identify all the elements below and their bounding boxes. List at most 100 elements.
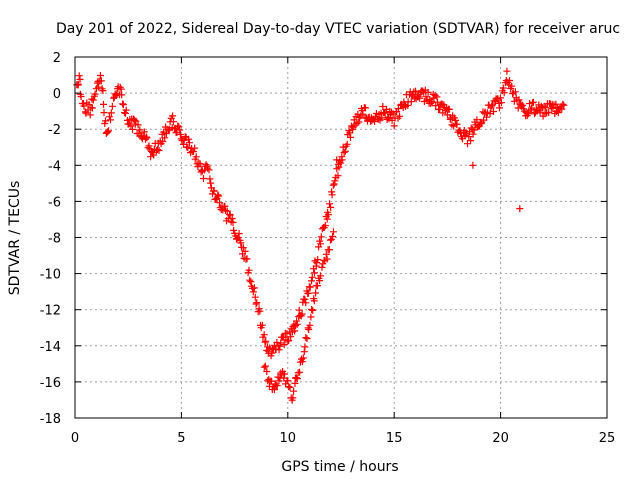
data-point bbox=[496, 94, 504, 102]
data-point bbox=[311, 269, 318, 277]
data-point bbox=[308, 306, 316, 313]
data-point bbox=[107, 116, 114, 124]
data-point bbox=[200, 175, 207, 182]
data-point bbox=[298, 310, 306, 318]
data-point bbox=[536, 108, 544, 116]
data-point bbox=[241, 247, 249, 255]
data-point bbox=[325, 211, 332, 219]
data-point bbox=[422, 93, 430, 101]
data-point bbox=[190, 148, 197, 155]
y-axis-label: SDTVAR / TECUs bbox=[7, 181, 23, 296]
data-point bbox=[292, 374, 300, 382]
data-point bbox=[97, 77, 105, 85]
data-point bbox=[145, 142, 153, 150]
data-point bbox=[132, 117, 140, 125]
data-point bbox=[96, 72, 104, 79]
data-point bbox=[467, 137, 475, 145]
data-point bbox=[529, 98, 537, 106]
data-point bbox=[329, 181, 337, 189]
data-point bbox=[293, 317, 301, 325]
data-point bbox=[340, 149, 348, 156]
x-tick-label: 5 bbox=[177, 431, 185, 446]
data-point bbox=[329, 233, 337, 240]
data-point bbox=[100, 109, 108, 117]
data-point bbox=[298, 358, 306, 366]
data-point bbox=[235, 230, 243, 238]
data-point bbox=[134, 121, 142, 129]
data-point bbox=[75, 72, 83, 80]
data-point bbox=[130, 116, 138, 124]
data-point bbox=[410, 88, 418, 96]
data-point bbox=[560, 101, 568, 109]
data-point bbox=[275, 377, 283, 385]
data-point bbox=[250, 284, 258, 292]
data-point bbox=[99, 87, 107, 95]
data-point bbox=[261, 362, 269, 370]
y-tick-label: -4 bbox=[48, 159, 61, 174]
data-point bbox=[77, 93, 85, 100]
data-point bbox=[174, 122, 182, 130]
data-point bbox=[252, 300, 260, 308]
y-axis: 2 0 -2 -4 -6 -8 -10 -12 -14 -16 -18 bbox=[40, 51, 607, 427]
data-point bbox=[305, 326, 313, 333]
data-point bbox=[122, 109, 129, 117]
data-point bbox=[496, 104, 503, 112]
chart-title: Day 201 of 2022, Sidereal Day-to-day VTE… bbox=[56, 21, 620, 37]
data-point bbox=[246, 276, 254, 284]
data-point bbox=[276, 342, 284, 350]
data-point bbox=[76, 75, 84, 83]
data-point bbox=[268, 377, 275, 385]
data-point bbox=[258, 321, 266, 329]
data-point bbox=[100, 100, 107, 108]
data-point bbox=[289, 394, 297, 402]
data-point bbox=[204, 164, 212, 172]
data-point bbox=[554, 109, 562, 117]
data-point bbox=[327, 203, 335, 211]
data-point bbox=[306, 283, 314, 291]
data-point bbox=[215, 192, 223, 200]
data-point bbox=[239, 244, 247, 252]
data-point bbox=[341, 147, 349, 155]
data-point bbox=[285, 383, 293, 391]
data-point bbox=[489, 101, 496, 109]
y-tick-label: 0 bbox=[53, 87, 61, 102]
data-point bbox=[292, 322, 300, 330]
data-point bbox=[127, 122, 135, 130]
data-point bbox=[170, 118, 177, 126]
x-tick-label: 10 bbox=[280, 431, 297, 446]
data-point bbox=[381, 109, 389, 117]
data-point bbox=[184, 144, 192, 151]
data-point bbox=[281, 370, 288, 378]
data-point bbox=[317, 233, 325, 241]
x-tick-label: 15 bbox=[386, 431, 403, 446]
data-points bbox=[73, 67, 568, 404]
data-point bbox=[325, 246, 333, 254]
data-point bbox=[334, 172, 342, 180]
data-point bbox=[186, 139, 193, 147]
data-point bbox=[287, 333, 295, 341]
data-point bbox=[304, 289, 312, 297]
data-point bbox=[122, 106, 130, 114]
data-point bbox=[207, 179, 215, 187]
data-point bbox=[261, 338, 269, 346]
data-point bbox=[129, 125, 136, 133]
data-point bbox=[301, 295, 309, 303]
y-tick-label: -14 bbox=[40, 340, 61, 355]
data-point bbox=[136, 126, 144, 134]
data-point bbox=[528, 104, 536, 112]
data-point bbox=[285, 337, 293, 345]
data-point bbox=[143, 134, 151, 142]
data-point bbox=[499, 84, 507, 92]
data-point bbox=[88, 104, 96, 112]
x-tick-label: 20 bbox=[492, 431, 509, 446]
data-point bbox=[313, 282, 321, 290]
data-point bbox=[552, 100, 560, 108]
y-tick-label: -6 bbox=[48, 195, 61, 210]
data-point bbox=[74, 80, 82, 88]
data-point bbox=[262, 337, 270, 345]
y-tick-label: -10 bbox=[40, 268, 61, 283]
data-point bbox=[359, 110, 367, 118]
data-point bbox=[317, 272, 324, 280]
data-point bbox=[105, 127, 112, 135]
data-point bbox=[558, 105, 566, 113]
